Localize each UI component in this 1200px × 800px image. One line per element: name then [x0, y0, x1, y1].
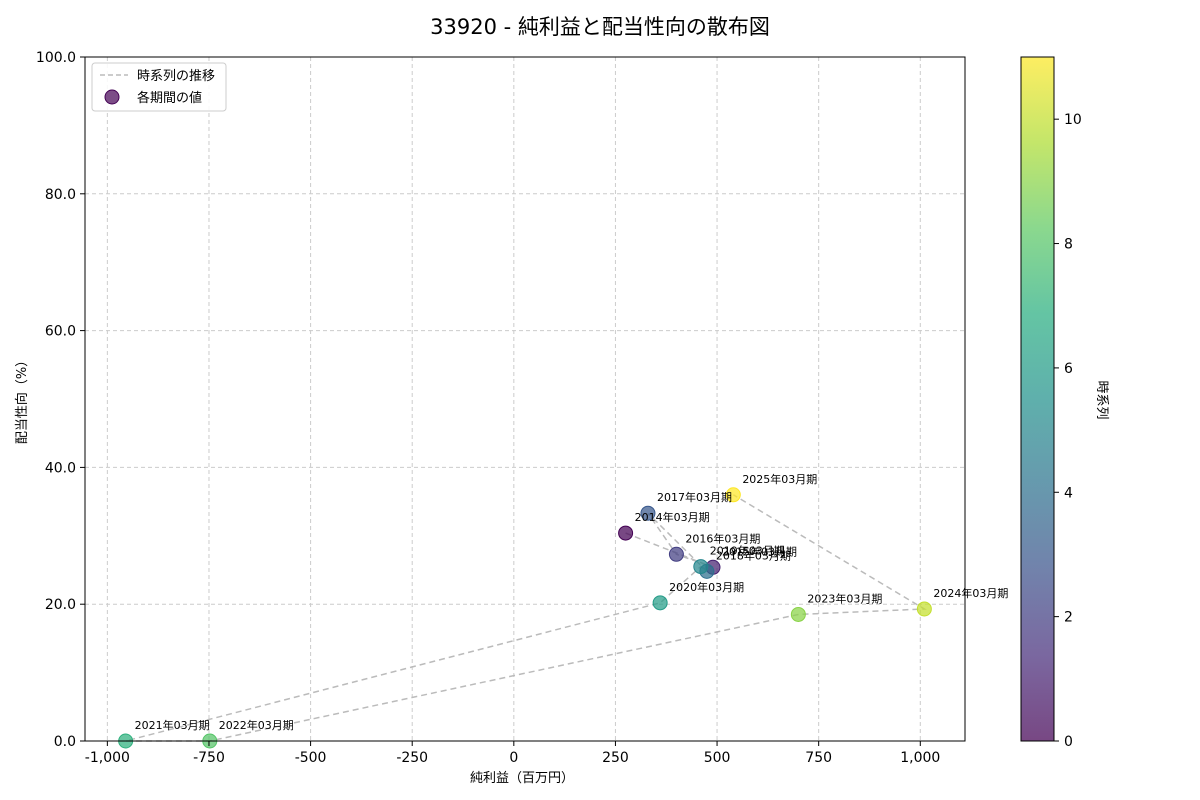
y-tick-label: 40.0 [45, 460, 76, 476]
data-point [693, 559, 709, 575]
data-point [790, 606, 806, 622]
x-axis-title: 純利益（百万円） [470, 771, 574, 786]
data-point-label: 2023年03月期 [807, 591, 882, 605]
x-tick-label: 0 [509, 750, 518, 766]
colorbar-title: 時系列 [1094, 380, 1109, 419]
colorbar-tick-label: 2 [1064, 610, 1073, 626]
x-tick-label: -500 [295, 750, 327, 766]
y-tick-label: 100.0 [36, 50, 76, 66]
x-tick-label: 500 [704, 750, 731, 766]
data-point [618, 525, 634, 541]
data-point [916, 601, 932, 617]
data-point-label: 2016年03月期 [685, 531, 760, 545]
x-axis-ticks: -1,000 -750 -500 -250 0 250 500 750 1,000 [85, 741, 940, 766]
legend-marker-swatch [104, 89, 120, 105]
x-tick-label: -1,000 [85, 750, 130, 766]
data-point-label: 2022年03月期 [219, 718, 294, 732]
data-point [652, 595, 668, 611]
legend: 時系列の推移 各期間の値 [91, 62, 227, 112]
colorbar-ticks: 0 2 4 6 8 10 [1054, 112, 1082, 750]
data-point-label: 2015年03月期 [722, 544, 797, 558]
grid [85, 56, 965, 742]
colorbar: 0 2 4 6 8 10 時系列 [1020, 56, 1109, 750]
data-point-label: 2018年03月期 [716, 548, 791, 562]
colorbar-tick-label: 8 [1064, 237, 1073, 253]
x-tick-label: 1,000 [900, 750, 940, 766]
trend-line [125, 494, 927, 742]
data-point-label: 2020年03月期 [669, 580, 744, 594]
legend-label-points: 各期間の値 [137, 90, 202, 106]
plot-frame [84, 56, 966, 742]
data-point [640, 505, 656, 521]
colorbar-tick-label: 6 [1064, 361, 1073, 377]
y-tick-label: 0.0 [54, 734, 76, 750]
colorbar-tick-label: 10 [1064, 112, 1082, 128]
data-point-label: 2017年03月期 [657, 490, 732, 504]
y-axis-ticks: 0.0 20.0 40.0 60.0 80.0 100.0 [36, 50, 85, 750]
points-layer [118, 487, 932, 749]
x-tick-label: -250 [396, 750, 428, 766]
y-tick-label: 60.0 [45, 324, 76, 340]
chart-title: 33920 - 純利益と配当性向の散布図 [430, 15, 770, 39]
data-point-label: 2014年03月期 [635, 510, 710, 524]
trend-line-layer [125, 494, 927, 742]
y-tick-label: 20.0 [45, 597, 76, 613]
data-point-label: 2024年03月期 [933, 586, 1008, 600]
data-point-label: 2021年03月期 [135, 718, 210, 732]
data-point-label: 2025年03月期 [742, 472, 817, 486]
data-point [668, 546, 684, 562]
x-tick-label: 250 [602, 750, 629, 766]
colorbar-gradient [1020, 56, 1055, 742]
y-tick-label: 80.0 [45, 187, 76, 203]
data-point-label: 2019年03月期 [710, 544, 785, 558]
colorbar-tick-label: 0 [1064, 734, 1073, 750]
data-point [725, 487, 741, 503]
x-tick-label: 750 [805, 750, 832, 766]
colorbar-tick-label: 4 [1064, 485, 1073, 501]
legend-label-trend: 時系列の推移 [137, 69, 215, 84]
y-axis-title: 配当性向（%） [14, 354, 30, 444]
x-tick-label: -750 [193, 750, 225, 766]
